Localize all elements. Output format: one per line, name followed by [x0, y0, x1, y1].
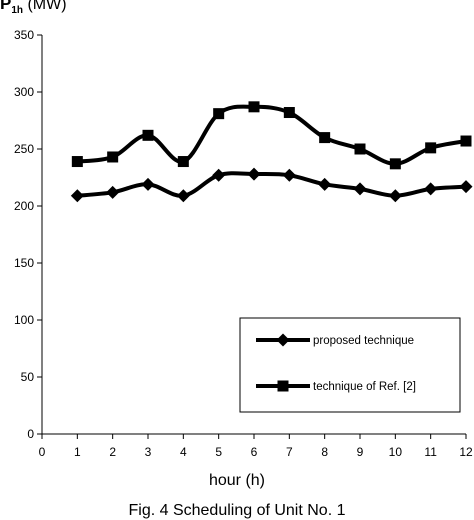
x-tick-label: 7: [286, 445, 293, 459]
legend-label-proposed: proposed technique: [313, 335, 414, 347]
data-point-ref2: [354, 143, 366, 155]
data-point-proposed: [318, 177, 332, 191]
y-axis-label-subscript: 1h: [11, 5, 24, 17]
data-point-ref2: [142, 129, 154, 141]
x-axis-label: hour (h): [208, 472, 266, 489]
legend-marker-ref2: [277, 380, 289, 392]
x-tick-label: 6: [251, 445, 258, 459]
data-point-proposed: [353, 182, 367, 196]
x-tick-label: 0: [39, 445, 46, 459]
x-tick-label: 11: [424, 445, 437, 459]
figure-caption: Fig. 4 Scheduling of Unit No. 1: [128, 502, 346, 519]
y-tick-label: 200: [14, 199, 34, 213]
data-point-proposed: [70, 189, 84, 203]
data-point-proposed: [212, 168, 226, 182]
x-tick-label: 10: [389, 445, 403, 459]
x-tick-label: 3: [145, 445, 152, 459]
y-tick-label: 0: [27, 427, 34, 441]
data-point-proposed: [424, 182, 438, 196]
data-point-proposed: [459, 180, 473, 194]
x-tick-label: 4: [180, 445, 187, 459]
y-tick-label: 250: [14, 142, 34, 156]
x-tick-label: 5: [215, 445, 222, 459]
data-point-proposed: [247, 167, 261, 181]
y-axis-label-symbol: P: [0, 0, 12, 13]
y-tick-label: 350: [14, 28, 34, 42]
data-point-ref2: [460, 135, 472, 147]
data-point-proposed: [388, 189, 402, 203]
y-tick-label: 100: [14, 313, 34, 327]
data-point-ref2: [177, 156, 189, 168]
legend-marker-proposed: [276, 333, 290, 347]
y-axis-label-unit: (MW): [27, 0, 67, 13]
data-point-ref2: [425, 142, 437, 154]
x-tick-label: 1: [74, 445, 81, 459]
x-tick-label: 12: [459, 445, 473, 459]
data-point-ref2: [389, 158, 401, 170]
y-axis-label: P1h (MW): [0, 0, 67, 16]
x-tick-label: 2: [109, 445, 116, 459]
data-point-ref2: [319, 132, 331, 144]
data-point-proposed: [282, 168, 296, 182]
y-tick-label: 150: [14, 256, 34, 270]
data-point-ref2: [283, 107, 295, 119]
y-tick-label: 300: [14, 85, 34, 99]
legend-label-ref2: technique of Ref. [2]: [313, 381, 416, 393]
data-point-ref2: [107, 151, 119, 163]
data-point-ref2: [248, 101, 260, 113]
x-tick-label: 8: [321, 445, 328, 459]
x-tick-label: 9: [357, 445, 364, 459]
data-point-proposed: [176, 189, 190, 203]
data-point-proposed: [106, 185, 120, 199]
data-point-proposed: [141, 177, 155, 191]
series-line-ref2: [75, 104, 468, 166]
series-line-proposed: [75, 171, 468, 198]
data-point-ref2: [71, 156, 83, 168]
y-tick-label: 50: [21, 370, 35, 384]
data-point-ref2: [213, 108, 225, 120]
legend-box: [239, 317, 461, 413]
